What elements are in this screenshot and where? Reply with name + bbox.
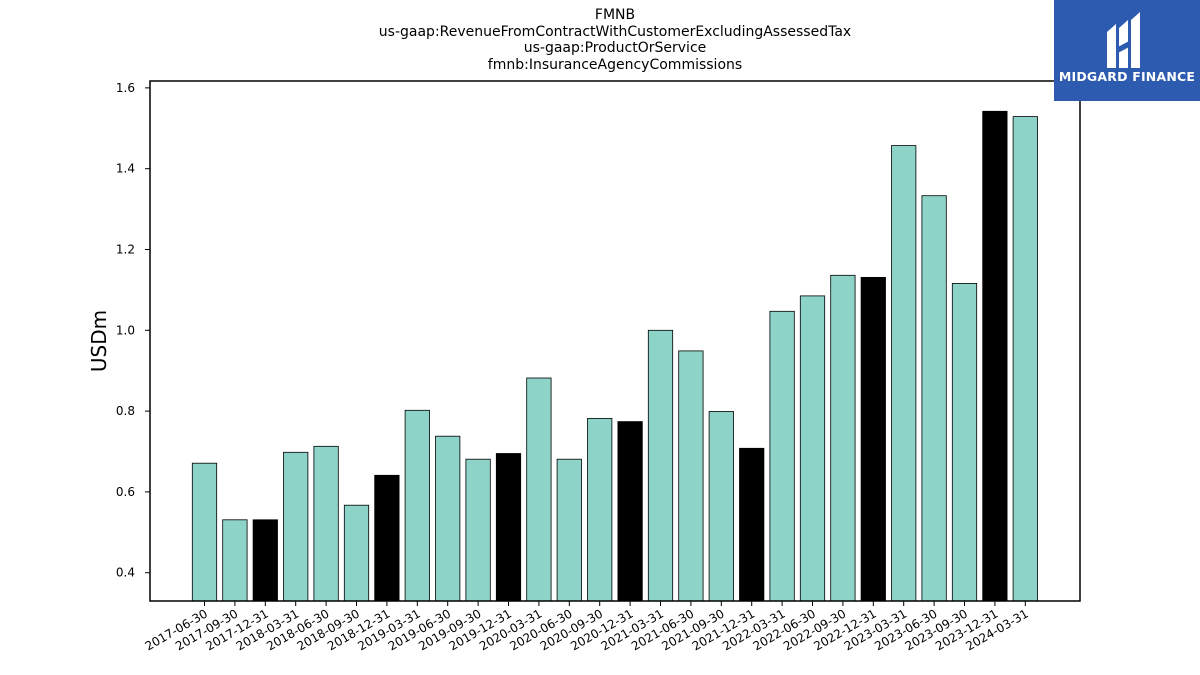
bar-2019-09-30: [465, 458, 491, 602]
bar-2023-03-31: [891, 145, 917, 602]
bar-2019-06-30: [435, 435, 461, 602]
x-axis: 2017-06-302017-09-302017-12-312018-03-31…: [143, 601, 1031, 653]
midgard-logo-icon: [1107, 12, 1140, 68]
bar-2019-03-31: [404, 409, 430, 602]
title-line-ticker: FMNB: [594, 7, 636, 23]
bar-2018-06-30: [313, 445, 339, 602]
bar-2020-09-30: [587, 417, 613, 602]
bar-2018-09-30: [343, 504, 370, 602]
y-tick-label: 0.8: [116, 404, 135, 418]
y-tick-label: 0.4: [116, 566, 135, 580]
y-tick-label: 1.2: [116, 242, 135, 256]
logo-text: MIDGARD FINANCE: [1058, 69, 1196, 84]
y-tick-label: 0.6: [116, 485, 135, 499]
bar-2020-12-31: [617, 421, 643, 602]
plot-frame: [149, 80, 1081, 602]
bar-2024-03-31: [1012, 116, 1038, 602]
y-tick-label: 1.6: [116, 81, 135, 95]
bar-2018-03-31: [283, 451, 309, 602]
bar-2020-03-31: [526, 377, 552, 602]
bar-2022-09-30: [830, 274, 856, 602]
bar-2021-06-30: [678, 350, 704, 602]
y-tick-label: 1.0: [116, 323, 135, 337]
title-line-concept: us-gaap:RevenueFromContractWithCustomerE…: [378, 23, 852, 40]
title-line-axis: us-gaap:ProductOrService: [523, 40, 707, 56]
bar-2022-12-31: [860, 276, 886, 602]
bar-2021-09-30: [708, 411, 734, 602]
bar-2022-06-30: [799, 295, 826, 602]
bar-2022-03-31: [769, 310, 795, 602]
bar-2021-12-31: [739, 447, 765, 602]
title-line-member: fmnb:InsuranceAgencyCommissions: [487, 56, 743, 73]
bar-2023-06-30: [921, 195, 947, 602]
bars-group: [191, 110, 1038, 602]
bar-2019-12-31: [495, 453, 522, 602]
bar-2017-09-30: [222, 519, 248, 602]
bar-2023-09-30: [951, 282, 978, 602]
bar-2020-06-30: [556, 458, 582, 602]
y-axis-label: USDm: [87, 310, 111, 372]
bar-2023-12-31: [982, 110, 1008, 602]
y-axis: 0.4 0.6 0.8 1.0 1.2 1.4 1.6: [116, 81, 150, 580]
chart-title: FMNB us-gaap:RevenueFromContractWithCust…: [150, 7, 1080, 73]
bar-2017-12-31: [252, 519, 278, 602]
bar-2017-06-30: [191, 462, 218, 602]
midgard-finance-logo: MIDGARD FINANCE: [1054, 0, 1200, 101]
bar-2021-03-31: [647, 329, 674, 602]
bar-2018-12-31: [374, 474, 400, 602]
y-tick-label: 1.4: [116, 162, 135, 176]
